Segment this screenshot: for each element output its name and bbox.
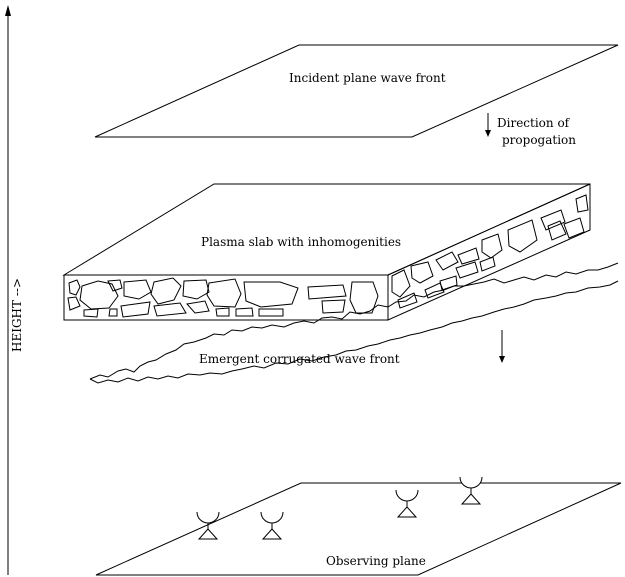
plasma-slab: Plasma slab with inhomogenities	[62, 183, 591, 321]
slab-side-face	[387, 183, 591, 321]
wavefront-upper-edge	[89, 262, 619, 380]
blob	[507, 219, 538, 253]
blob	[150, 277, 182, 305]
observing-plane-label: Observing plane	[326, 554, 426, 568]
blob	[153, 302, 187, 317]
blob	[455, 261, 479, 279]
blob	[397, 292, 418, 309]
antenna	[260, 511, 284, 540]
incident-plane-label: Incident plane wave front	[289, 71, 446, 85]
blob	[206, 278, 242, 308]
blob	[307, 284, 347, 300]
direction-label-line1: Direction of	[497, 116, 571, 130]
antenna	[459, 476, 483, 505]
blob	[457, 247, 480, 265]
antenna-dish	[260, 511, 284, 524]
slab-top-face	[62, 183, 591, 276]
blob	[481, 233, 503, 259]
slab-label: Plasma slab with inhomogenities	[201, 235, 401, 249]
blob	[410, 261, 434, 284]
blob	[540, 209, 566, 231]
propagation-arrowhead	[485, 130, 491, 137]
blob	[79, 280, 119, 310]
antenna-base	[197, 528, 219, 540]
antenna	[395, 489, 419, 518]
blob	[479, 256, 496, 272]
blob	[186, 300, 210, 314]
blob	[235, 307, 254, 317]
blob	[68, 279, 81, 296]
observing-plane: Observing plane	[95, 482, 622, 576]
antenna-base	[396, 506, 418, 518]
height-axis-label: HEIGHT -->	[10, 278, 24, 352]
emergent-direction-arrowhead	[499, 356, 505, 363]
propagation-indicator: Direction of propogation	[485, 113, 576, 147]
blob	[575, 194, 589, 213]
wavefront-lower-edge	[89, 280, 619, 384]
observing-plane-shape	[95, 482, 622, 576]
incident-plane-shape	[94, 44, 619, 138]
blob	[243, 281, 299, 308]
blob	[120, 301, 151, 318]
height-axis-arrowhead	[5, 5, 11, 16]
incident-plane: Incident plane wave front	[94, 44, 619, 138]
blob	[547, 220, 567, 241]
antenna	[196, 511, 220, 540]
blob	[391, 269, 411, 298]
slab-front-face	[63, 274, 389, 321]
inhomogeneities-side	[391, 194, 589, 309]
antenna-base	[261, 528, 283, 540]
blob	[435, 251, 459, 271]
blob	[349, 281, 379, 314]
blob	[439, 275, 458, 291]
blob	[321, 299, 346, 314]
height-axis: HEIGHT -->	[5, 5, 24, 575]
inhomogeneities-front	[67, 277, 379, 318]
blob	[123, 279, 152, 300]
direction-label-line2: propogation	[502, 133, 576, 147]
antenna-dish	[395, 489, 419, 502]
antenna-base	[460, 493, 482, 505]
blob	[67, 296, 81, 311]
antenna-dish	[459, 476, 483, 489]
antenna-dish	[196, 511, 220, 524]
blob	[258, 308, 284, 317]
blob	[182, 279, 210, 300]
emergent-wavefront: Emergent corrugated wave front	[89, 262, 619, 384]
blob	[563, 217, 585, 239]
blob	[107, 279, 123, 292]
blob	[215, 307, 230, 317]
emergent-label: Emergent corrugated wave front	[199, 352, 400, 366]
blob	[83, 308, 99, 318]
blob	[108, 308, 118, 317]
